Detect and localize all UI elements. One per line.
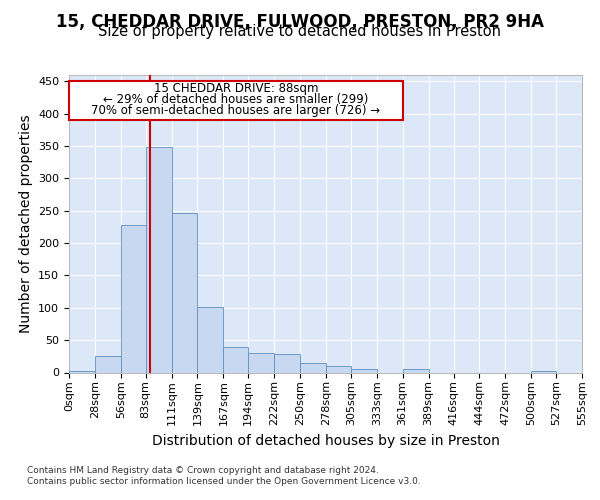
Bar — [300, 363, 326, 372]
Bar — [274, 354, 300, 372]
Bar — [197, 307, 223, 372]
Bar — [95, 356, 121, 372]
Bar — [121, 225, 146, 372]
Text: 70% of semi-detached houses are larger (726) →: 70% of semi-detached houses are larger (… — [91, 104, 380, 117]
Bar — [248, 353, 274, 372]
Text: Contains public sector information licensed under the Open Government Licence v3: Contains public sector information licen… — [27, 478, 421, 486]
Bar — [69, 82, 403, 120]
Text: ← 29% of detached houses are smaller (299): ← 29% of detached houses are smaller (29… — [103, 94, 368, 106]
Y-axis label: Number of detached properties: Number of detached properties — [19, 114, 32, 333]
Text: 15 CHEDDAR DRIVE: 88sqm: 15 CHEDDAR DRIVE: 88sqm — [154, 82, 318, 95]
Text: Contains HM Land Registry data © Crown copyright and database right 2024.: Contains HM Land Registry data © Crown c… — [27, 466, 379, 475]
Text: 15, CHEDDAR DRIVE, FULWOOD, PRESTON, PR2 9HA: 15, CHEDDAR DRIVE, FULWOOD, PRESTON, PR2… — [56, 12, 544, 30]
X-axis label: Distribution of detached houses by size in Preston: Distribution of detached houses by size … — [152, 434, 499, 448]
Bar — [531, 371, 556, 372]
Bar — [403, 370, 428, 372]
Bar — [146, 148, 172, 372]
Bar — [223, 346, 248, 372]
Bar — [69, 371, 95, 372]
Bar — [326, 366, 351, 372]
Bar — [351, 370, 377, 372]
Text: Size of property relative to detached houses in Preston: Size of property relative to detached ho… — [98, 24, 502, 39]
Bar — [172, 213, 197, 372]
